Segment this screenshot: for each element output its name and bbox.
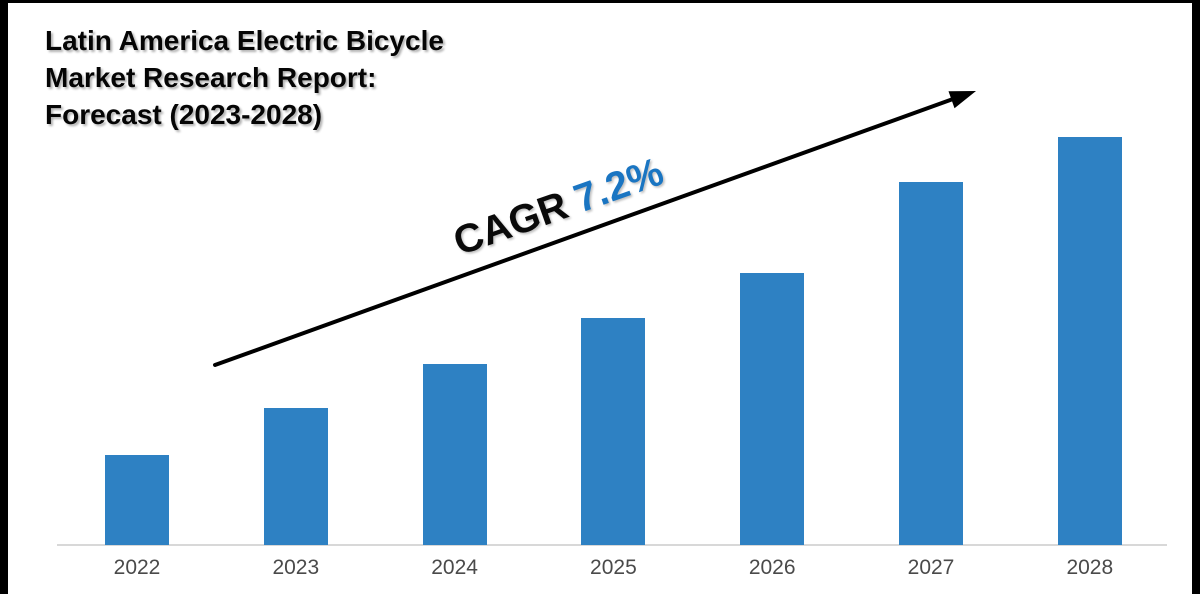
bar-2026 xyxy=(740,273,805,545)
cagr-value: 7.2% xyxy=(568,149,670,222)
x-tick-label-2024: 2024 xyxy=(431,556,478,579)
x-tick-label-2022: 2022 xyxy=(113,556,161,579)
cagr-annotation: CAGR7.2% xyxy=(448,136,708,265)
x-tick-label-2025: 2025 xyxy=(590,556,637,579)
x-tick-label-2026: 2026 xyxy=(748,556,796,579)
x-tick-label-2023: 2023 xyxy=(272,556,320,579)
bar-2028 xyxy=(1057,137,1122,545)
bar-2027 xyxy=(899,182,963,545)
frame-right-edge xyxy=(1192,0,1200,594)
cagr-label: CAGR xyxy=(447,183,574,265)
x-axis-line xyxy=(57,544,1167,546)
chart-title: Latin America Electric Bicycle Market Re… xyxy=(45,25,444,130)
bar-2025 xyxy=(581,318,646,545)
frame-left-edge xyxy=(0,0,8,594)
x-tick-label-2027: 2027 xyxy=(907,556,955,579)
bar-2023 xyxy=(263,408,328,545)
bar-2024 xyxy=(422,364,487,545)
frame-top-edge xyxy=(0,0,1200,3)
bar-2022 xyxy=(105,455,169,545)
x-tick-label-2028: 2028 xyxy=(1066,556,1114,579)
